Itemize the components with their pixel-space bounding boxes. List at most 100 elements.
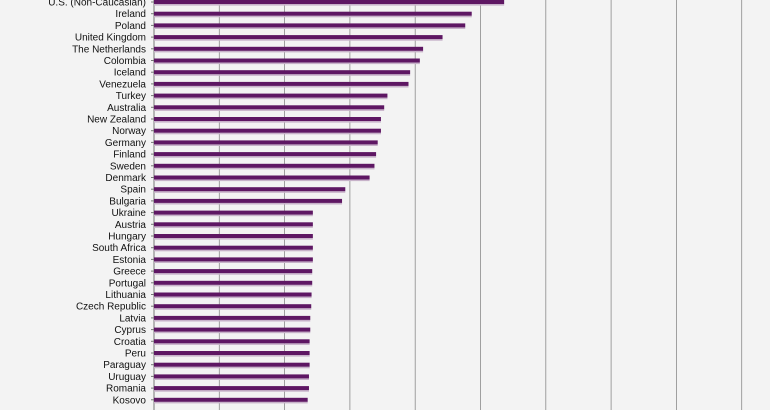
bar-paraguay <box>154 362 310 367</box>
bar-ukraine <box>154 210 313 215</box>
bar-united-kingdom <box>154 35 443 40</box>
category-label: Spain <box>120 185 146 196</box>
bar-shadow <box>154 390 309 392</box>
category-label: Kosovo <box>113 395 147 406</box>
bar-romania <box>154 386 309 391</box>
bar-shadow <box>154 202 343 205</box>
bar-shadow <box>154 296 312 299</box>
category-label: Czech Republic <box>76 302 146 313</box>
bar-cyprus <box>154 327 311 332</box>
bar-shadow <box>154 366 310 369</box>
category-label: Croatia <box>114 337 147 348</box>
bar-portugal <box>154 280 313 285</box>
category-label: Hungary <box>108 232 146 243</box>
bar-shadow <box>154 15 472 18</box>
bar-estonia <box>154 257 313 262</box>
category-label: Germany <box>105 138 146 149</box>
bar-shadow <box>154 401 308 404</box>
bar-turkey <box>154 93 388 98</box>
bar-hungary <box>154 234 313 238</box>
bar-shadow <box>154 343 310 345</box>
bar-u-s-non-caucasian <box>154 0 505 4</box>
category-label: Austria <box>115 220 147 231</box>
bar-colombia <box>154 58 420 63</box>
bar-shadow <box>154 27 466 29</box>
category-label: Colombia <box>104 56 147 67</box>
bar-iceland <box>154 70 411 75</box>
category-label: Cyprus <box>114 325 146 336</box>
category-label: U.S. (Non-Caucasian) <box>48 0 146 9</box>
bar-shadow <box>154 39 443 41</box>
bar-shadow <box>154 109 385 111</box>
category-labels: U.S. (Non-Caucasian)IrelandPolandUnited … <box>48 0 147 406</box>
bar-australia <box>154 105 385 110</box>
bar-shadow <box>154 249 313 252</box>
category-label: Finland <box>113 150 146 161</box>
bar-ireland <box>154 11 472 16</box>
category-label: Australia <box>107 103 146 114</box>
bar-new-zealand <box>154 117 381 121</box>
category-label: Uruguay <box>108 372 146 383</box>
bar-shadow <box>154 156 377 158</box>
bar-shadow <box>154 132 381 135</box>
bar-venezuela <box>154 81 409 86</box>
category-label: Peru <box>125 349 146 360</box>
category-label: United Kingdom <box>75 33 146 44</box>
bar-poland <box>154 23 466 28</box>
category-label: Norway <box>112 126 146 137</box>
bar-shadow <box>154 167 375 170</box>
bar-latvia <box>154 315 311 320</box>
category-label: South Africa <box>92 243 146 254</box>
bar-shadow <box>154 214 313 217</box>
category-label: Ukraine <box>112 208 147 219</box>
bar-germany <box>154 140 378 145</box>
bar-greece <box>154 269 313 274</box>
category-label: Lithuania <box>105 290 146 301</box>
bar-shadow <box>154 261 313 263</box>
bars <box>154 0 505 404</box>
category-label: Greece <box>113 267 146 278</box>
category-label: New Zealand <box>87 115 146 126</box>
bar-norway <box>154 128 381 133</box>
bar-shadow <box>154 238 313 240</box>
bar-shadow <box>154 50 424 53</box>
bar-shadow <box>154 121 381 123</box>
category-label: Iceland <box>114 68 146 79</box>
bar-croatia <box>154 339 310 344</box>
bar-shadow <box>154 226 313 228</box>
bar-shadow <box>154 191 346 193</box>
bar-the-netherlands <box>154 46 424 51</box>
bar-shadow <box>154 273 313 275</box>
bar-south-africa <box>154 245 313 250</box>
bar-finland <box>154 152 377 157</box>
bar-shadow <box>154 331 311 334</box>
bar-peru <box>154 351 310 355</box>
bar-shadow <box>154 179 370 182</box>
bar-shadow <box>154 284 313 287</box>
bar-lithuania <box>154 292 312 297</box>
bar-denmark <box>154 175 370 180</box>
bar-czech-republic <box>154 304 312 309</box>
bar-shadow <box>154 74 411 76</box>
category-label: Paraguay <box>103 360 146 371</box>
bar-uruguay <box>154 374 309 379</box>
bar-shadow <box>154 144 378 146</box>
bar-bulgaria <box>154 198 343 203</box>
bar-shadow <box>154 85 409 88</box>
category-label: Ireland <box>115 9 146 20</box>
bar-shadow <box>154 97 388 100</box>
category-label: Bulgaria <box>109 196 146 207</box>
bar-spain <box>154 187 346 192</box>
category-label: Turkey <box>116 91 146 102</box>
bar-shadow <box>154 4 505 6</box>
bar-sweden <box>154 163 375 168</box>
bar-shadow <box>154 62 420 65</box>
category-label: Venezuela <box>99 79 146 90</box>
bar-shadow <box>154 319 311 322</box>
category-label: Estonia <box>113 255 147 266</box>
category-label: Poland <box>115 21 146 32</box>
